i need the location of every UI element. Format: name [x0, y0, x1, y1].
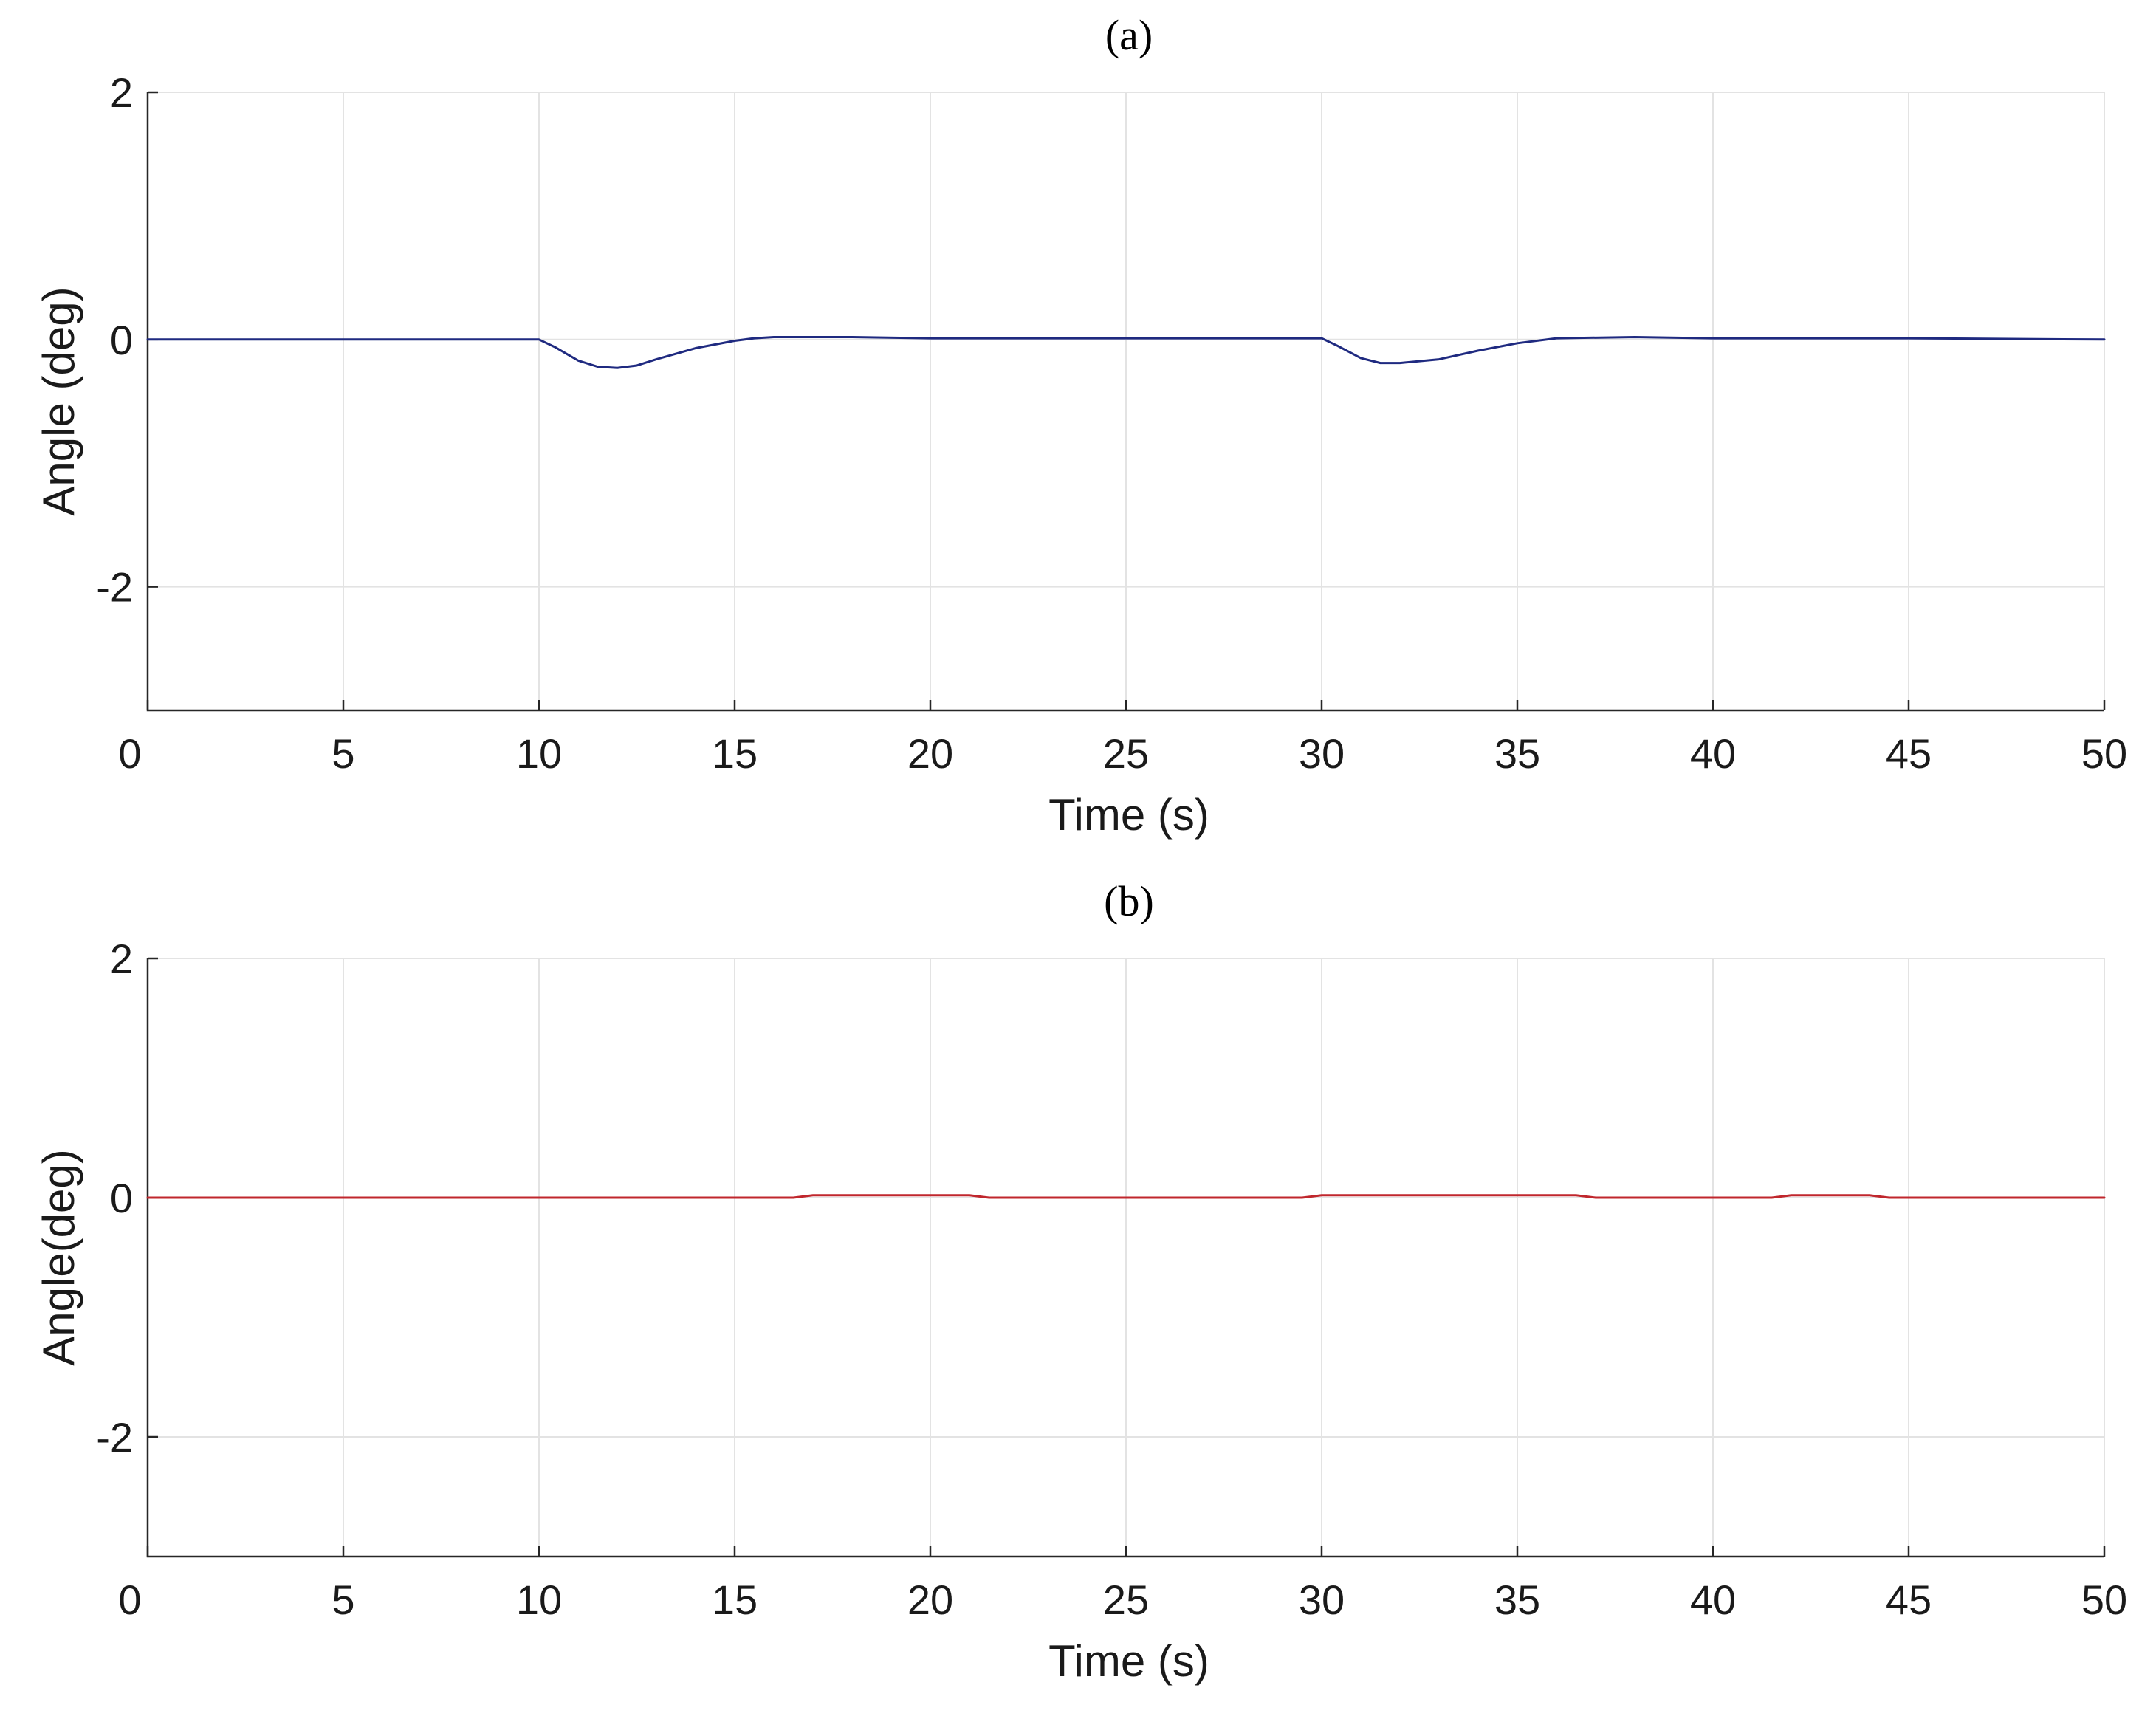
chart-b-x-tick-label: 10 — [516, 1576, 562, 1623]
chart-b-title: (b) — [1104, 877, 1154, 925]
chart-a-x-tick-label: 0 — [118, 730, 141, 777]
chart-a-x-tick-label: 20 — [907, 730, 953, 777]
chart-b-x-tick-label: 35 — [1494, 1576, 1540, 1623]
chart-b-x-tick-label: 20 — [907, 1576, 953, 1623]
chart-a-x-tick-label: 50 — [2081, 730, 2127, 777]
chart-b-y-tick-label: -2 — [96, 1414, 133, 1461]
chart-b-x-axis-label: Time (s) — [1048, 1636, 1209, 1686]
chart-a-y-tick-label: 0 — [110, 317, 133, 363]
chart-b-x-tick-label: 5 — [332, 1576, 354, 1623]
chart-b-series-line-0 — [146, 1194, 2106, 1199]
chart-b-y-tick-label: 2 — [110, 936, 133, 982]
chart-b-y-tick-label: 0 — [110, 1175, 133, 1221]
chart-a-x-tick-label: 35 — [1494, 730, 1540, 777]
chart-b-x-tick-label: 30 — [1299, 1576, 1345, 1623]
chart-b-x-tick-label: 50 — [2081, 1576, 2127, 1623]
chart-b-x-tick-label: 45 — [1886, 1576, 1932, 1623]
chart-b-x-tick-label: 0 — [118, 1576, 141, 1623]
chart-b-x-tick-label: 25 — [1103, 1576, 1149, 1623]
chart-a-y-axis-label: Angle (deg) — [34, 286, 83, 515]
chart-b-x-tick-label: 40 — [1690, 1576, 1736, 1623]
chart-b: 0 5 10 15 20 25 30 35 40 45 50 -2 0 2 (b) Time (s) Angle… — [34, 877, 2127, 1686]
chart-a: 0 5 10 15 20 25 30 35 40 45 50 -2 0 2 (a) Time (s) Angle… — [34, 11, 2127, 840]
chart-a-series-line-0 — [146, 335, 2106, 369]
chart-a-x-axis-label: Time (s) — [1048, 790, 1209, 840]
chart-a-title: (a) — [1105, 11, 1153, 59]
chart-b-x-tick-label: 15 — [712, 1576, 758, 1623]
chart-a-y-tick-label: -2 — [96, 564, 133, 611]
chart-a-x-tick-label: 30 — [1299, 730, 1345, 777]
chart-b-y-axis-label: Angle(deg) — [34, 1149, 83, 1366]
chart-a-x-tick-label: 10 — [516, 730, 562, 777]
chart-a-x-tick-label: 15 — [712, 730, 758, 777]
chart-a-x-tick-label: 25 — [1103, 730, 1149, 777]
chart-a-x-tick-label: 5 — [332, 730, 354, 777]
chart-a-x-tick-label: 45 — [1886, 730, 1932, 777]
chart-a-x-tick-label: 40 — [1690, 730, 1736, 777]
chart-a-y-tick-label: 2 — [110, 69, 133, 116]
